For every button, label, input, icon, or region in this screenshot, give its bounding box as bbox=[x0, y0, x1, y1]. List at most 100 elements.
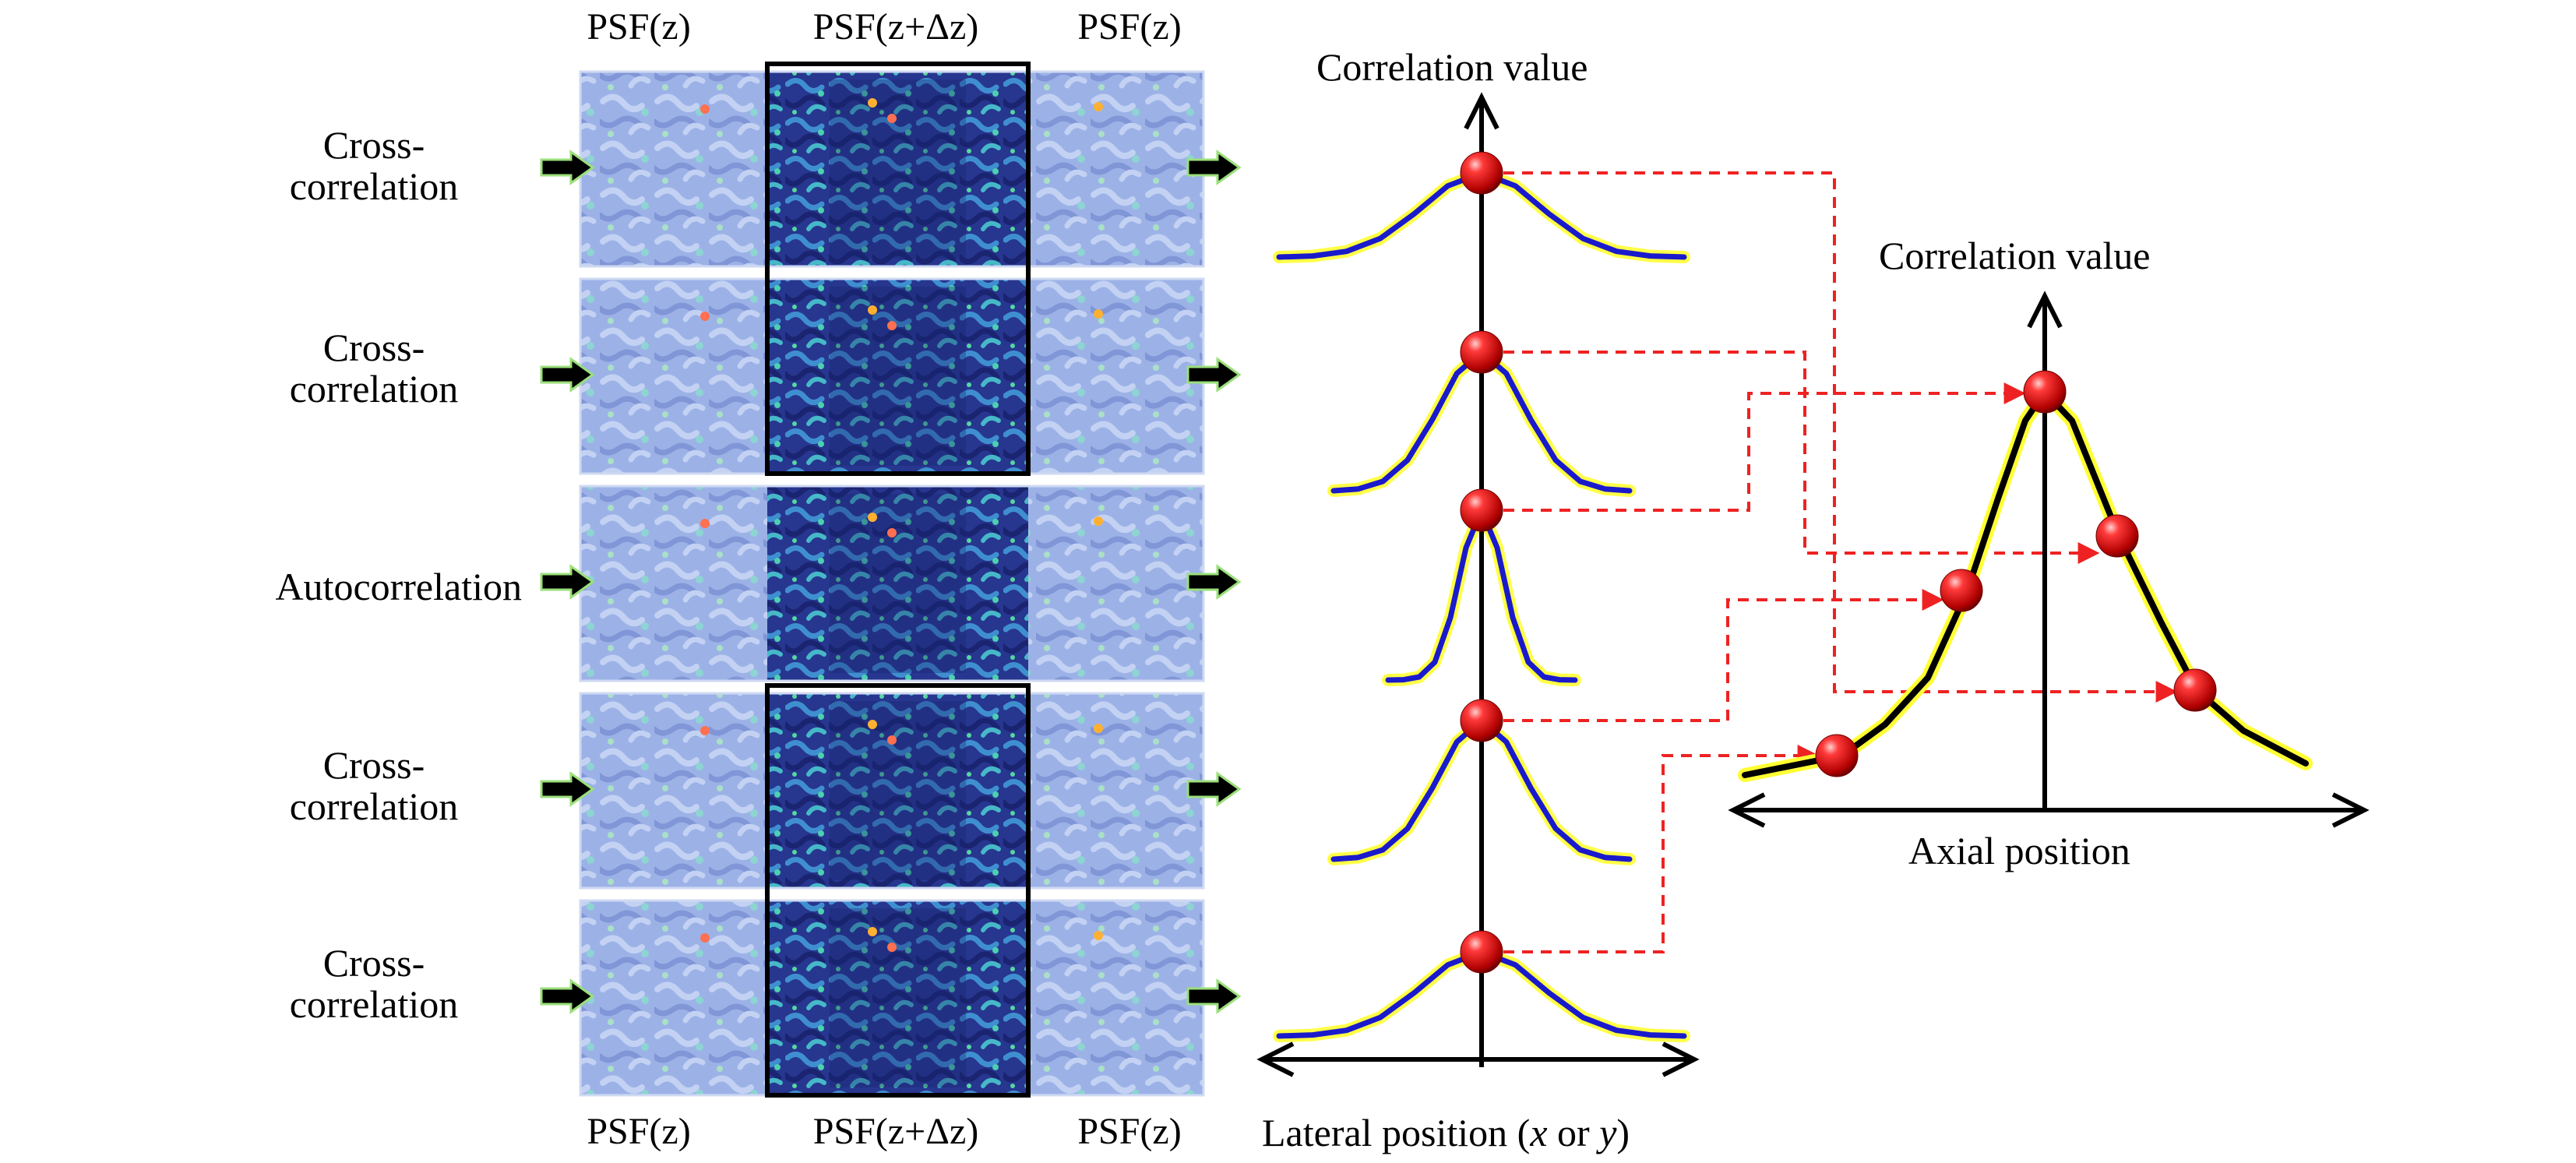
psf-image-center bbox=[767, 72, 1028, 266]
lateral-xlabel-y: y bbox=[1599, 1111, 1617, 1154]
lateral-xlabel: Lateral position (x or y) bbox=[1262, 1112, 1630, 1154]
axial-xlabel: Axial position bbox=[1908, 829, 2130, 872]
axial-point-marker-1 bbox=[1815, 734, 1859, 777]
lateral-peak-marker-3 bbox=[1460, 488, 1503, 532]
psf-hotspot bbox=[868, 305, 877, 315]
psf-hotspot bbox=[700, 933, 710, 943]
row-label-5-line1: Cross- bbox=[322, 941, 425, 985]
header-top-center: PSF(z+Δz) bbox=[812, 6, 979, 48]
axial-point-marker-2 bbox=[1940, 569, 1983, 612]
output-arrow-icon bbox=[1186, 564, 1242, 600]
input-arrow-icon bbox=[540, 771, 595, 807]
dashed-link-3 bbox=[1503, 382, 2026, 512]
header-bottom-center: PSF(z+Δz) bbox=[812, 1111, 979, 1152]
psf-row-3 bbox=[540, 485, 1242, 682]
lateral-peak-marker-1 bbox=[1460, 151, 1503, 195]
lateral-xlabel-prefix: Lateral position ( bbox=[1262, 1111, 1531, 1154]
psf-image-center-core bbox=[830, 494, 966, 673]
psf-hotspot bbox=[1094, 102, 1103, 111]
dashed-link-5 bbox=[1503, 745, 1820, 953]
input-arrow-icon bbox=[540, 357, 595, 393]
lateral-peak-marker-2 bbox=[1460, 330, 1503, 374]
psf-hotspot bbox=[700, 519, 710, 528]
input-arrow-icon bbox=[540, 150, 595, 185]
lateral-xlabel-x: x bbox=[1530, 1111, 1548, 1154]
output-arrow-icon bbox=[1186, 978, 1242, 1014]
psf-hotspot bbox=[700, 104, 710, 114]
header-top-right: PSF(z) bbox=[1077, 6, 1182, 48]
dashed-link-4 bbox=[1503, 589, 1944, 722]
psf-row-5 bbox=[540, 899, 1242, 1097]
axial-point-marker-5 bbox=[2173, 668, 2217, 712]
psf-hotspot bbox=[1094, 309, 1103, 319]
input-arrow-icon bbox=[540, 564, 595, 600]
psf-image-center-core bbox=[830, 287, 966, 466]
row-label-4: Cross- correlation bbox=[226, 745, 522, 826]
output-arrow-icon bbox=[1186, 150, 1242, 185]
row-label-5-line2: correlation bbox=[289, 982, 459, 1026]
row-label-2-line2: correlation bbox=[289, 366, 459, 411]
axial-y-arrowhead-icon bbox=[2027, 291, 2063, 329]
psf-hotspot bbox=[887, 114, 897, 123]
psf-hotspot bbox=[700, 726, 710, 735]
psf-hotspot bbox=[887, 735, 897, 745]
center-frame-top bbox=[765, 62, 1031, 476]
lateral-peak-marker-5 bbox=[1460, 930, 1503, 974]
row-label-4-line1: Cross- bbox=[322, 743, 425, 787]
lateral-xlabel-suffix: ) bbox=[1616, 1111, 1630, 1154]
psf-hotspot bbox=[887, 321, 897, 330]
psf-row-4 bbox=[540, 692, 1242, 890]
row-label-1: Cross- correlation bbox=[226, 125, 522, 206]
psf-image-center-core bbox=[830, 701, 966, 880]
psf-row-2 bbox=[540, 277, 1242, 475]
psf-hotspot bbox=[1094, 931, 1103, 940]
psf-image-center bbox=[767, 486, 1028, 681]
psf-row-1 bbox=[540, 70, 1242, 268]
psf-image-center bbox=[767, 279, 1028, 474]
dashed-link-2 bbox=[1503, 351, 2100, 564]
row-label-2-line1: Cross- bbox=[322, 326, 425, 369]
axial-curve-glow bbox=[1738, 385, 2313, 782]
axial-ylabel: Correlation value bbox=[1879, 234, 2151, 277]
row-label-3-line2: Autocorrelation bbox=[275, 565, 522, 608]
psf-hotspot bbox=[887, 528, 897, 537]
axial-point-marker-3 bbox=[2023, 370, 2067, 414]
psf-hotspot bbox=[868, 720, 877, 729]
lateral-x-arrowhead-left-icon bbox=[1256, 1041, 1295, 1077]
row-label-1-line1: Cross- bbox=[322, 123, 425, 167]
psf-hotspot bbox=[868, 927, 877, 936]
row-label-5: Cross- correlation bbox=[226, 943, 522, 1024]
center-frame-bottom bbox=[765, 683, 1031, 1098]
axial-point-marker-4 bbox=[2095, 514, 2139, 558]
dashed-link-1 bbox=[1503, 171, 2178, 703]
header-top-left: PSF(z) bbox=[587, 6, 691, 48]
header-bottom-right: PSF(z) bbox=[1077, 1111, 1182, 1152]
row-label-1-line2: correlation bbox=[289, 164, 459, 208]
lateral-y-arrowhead-icon bbox=[1464, 92, 1499, 130]
axial-x-arrowhead-right-icon bbox=[2331, 792, 2370, 828]
header-bottom-left: PSF(z) bbox=[587, 1111, 691, 1152]
input-arrow-icon bbox=[540, 978, 595, 1014]
psf-hotspot bbox=[700, 312, 710, 321]
lateral-x-arrowhead-right-icon bbox=[1662, 1041, 1700, 1077]
psf-hotspot bbox=[887, 943, 897, 952]
psf-image-center bbox=[767, 693, 1028, 888]
row-label-2: Cross- correlation bbox=[226, 327, 522, 409]
lateral-ylabel: Correlation value bbox=[1316, 45, 1588, 89]
psf-hotspot bbox=[868, 513, 877, 522]
psf-hotspot bbox=[1094, 724, 1103, 733]
psf-image-center bbox=[767, 900, 1028, 1095]
output-arrow-icon bbox=[1186, 357, 1242, 393]
axial-x-arrowhead-left-icon bbox=[1728, 792, 1766, 828]
psf-hotspot bbox=[868, 98, 877, 107]
row-label-3: Autocorrelation bbox=[226, 566, 522, 608]
psf-image-center-core bbox=[830, 79, 966, 259]
psf-image-center-core bbox=[830, 908, 966, 1087]
output-arrow-icon bbox=[1186, 771, 1242, 807]
lateral-xlabel-mid: or bbox=[1547, 1111, 1600, 1154]
psf-hotspot bbox=[1094, 516, 1103, 526]
lateral-peak-marker-4 bbox=[1460, 699, 1503, 742]
row-label-4-line2: correlation bbox=[289, 784, 459, 828]
